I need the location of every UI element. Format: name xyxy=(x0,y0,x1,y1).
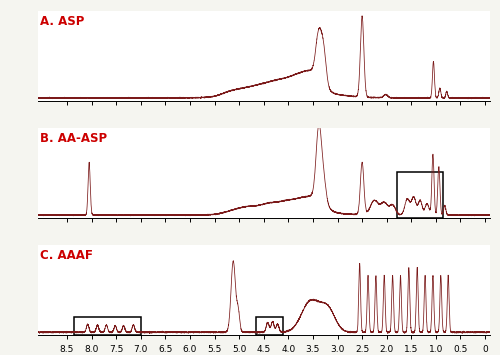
Text: C. AAAF: C. AAAF xyxy=(40,250,92,262)
Text: B. AA-ASP: B. AA-ASP xyxy=(40,132,107,145)
Bar xyxy=(74,317,141,335)
Bar xyxy=(396,172,444,218)
Text: A. ASP: A. ASP xyxy=(40,15,84,28)
Bar xyxy=(256,317,283,335)
